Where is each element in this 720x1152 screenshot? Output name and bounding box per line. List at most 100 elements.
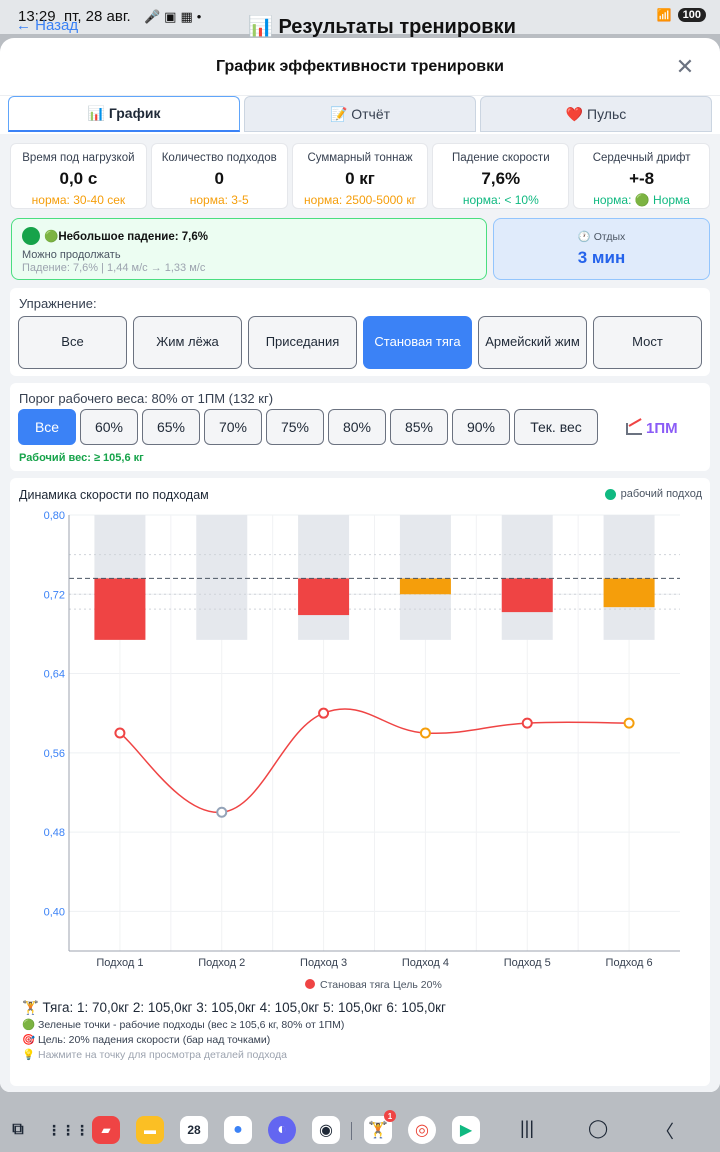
exercise-button-bench-press[interactable]: Жим лёжа [133,316,242,369]
threshold-button-current-weight[interactable]: Тек. вес [514,409,598,445]
modal-header: График эффективности тренировки ✕ [0,38,720,96]
play-store-icon[interactable]: ▶ [452,1116,480,1144]
note-hint: 💡 Нажмите на точку для просмотра деталей… [22,1049,287,1061]
bar-background [603,515,655,640]
stat-set-count: Количество подходов 0 норма: 3-5 [150,143,288,209]
drop-bar [94,578,146,640]
legend-target-label: Цель 20% [393,979,442,991]
back-link[interactable]: ← Назад [16,17,79,34]
y-tick-label: 0,40 [44,906,65,918]
background-page-title: 📊 Результаты тренировки [248,16,516,38]
chart-up-icon [626,422,642,435]
bar-background [196,515,248,640]
data-point [623,717,635,729]
camera-app-icon[interactable]: ◉ [312,1116,340,1144]
stats-row: Время под нагрузкой 0,0 с норма: 30-40 с… [10,143,710,209]
threshold-button-75[interactable]: 75% [266,409,324,445]
stat-label: Время под нагрузкой [22,152,135,164]
x-tick-label: Подход 5 [504,957,551,969]
messages-app-icon[interactable]: ● [224,1116,252,1144]
status-right: 📶 100 [657,8,706,22]
status-date: пт, 28 авг. [64,8,131,25]
browser-app-icon[interactable]: ◐ [268,1116,296,1144]
stat-speed-drop: Падение скорости 7,6% норма: < 10% [432,143,570,209]
threshold-button-all[interactable]: Все [18,409,76,445]
exercise-button-squats[interactable]: Приседания [248,316,357,369]
x-tick-label: Подход 3 [300,957,347,969]
stat-norm: норма: 2500-5000 кг [304,193,416,207]
chart-notes: 🏋️ Тяга: 1: 70,0кг 2: 105,0кг 3: 105,0кг… [22,1000,446,1061]
set-weights: 🏋️ Тяга: 1: 70,0кг 2: 105,0кг 3: 105,0кг… [22,1000,446,1015]
threshold-panel: Порог рабочего веса: 80% от 1ПМ (132 кг)… [10,383,710,471]
efficiency-modal: График эффективности тренировки ✕ 📊 Граф… [0,38,720,1092]
threshold-buttons: Все 60% 65% 70% 75% 80% 85% 90% Тек. вес [18,409,598,445]
rest-value: 3 мин [577,248,626,267]
exercise-buttons: Все Жим лёжа Приседания Становая тяга Ар… [18,316,702,369]
threshold-button-90[interactable]: 90% [452,409,510,445]
taskbar-divider [351,1122,352,1140]
stat-label: Падение скорости [451,152,550,164]
rest-label: 🕐 Отдых [577,231,626,243]
drop-bar [298,578,350,616]
alert-title-text: 🟢Небольшое падение: 7,6% [44,231,208,243]
data-point [114,727,126,739]
threshold-button-80[interactable]: 80% [328,409,386,445]
stat-label: Сердечный дрифт [592,152,691,164]
chart-tab-content: Время под нагрузкой 0,0 с норма: 30-40 с… [0,134,720,1092]
app-drawer-icon[interactable]: ⋮⋮⋮ [47,1121,89,1138]
taskbar: ⧉ ⋮⋮⋮ ▰ ▬ 28 ● ◐ ◉ 🏋 1 ◎ ▶ ||| ◯ 〈 [0,1108,720,1152]
stat-value: 7,6% [481,169,521,188]
y-tick-label: 0,48 [44,827,65,839]
alert-detail: Падение: 7,6% | 1,44 м/с → 1,33 м/с [22,262,206,274]
home-button[interactable]: ◯ [588,1118,609,1138]
stat-value: +-8 [629,169,655,188]
speed-chart-panel: Динамика скорости по подходам рабочий по… [10,478,710,1086]
recents-button[interactable]: ||| [520,1118,535,1138]
close-icon[interactable]: ✕ [675,54,695,79]
exercise-filter-panel: Упражнение: Все Жим лёжа Приседания Стан… [10,288,710,376]
exercise-button-bridge[interactable]: Мост [593,316,702,369]
bar-background [298,515,350,640]
stat-value: 0 кг [345,169,375,188]
data-point [419,727,431,739]
exercise-label: Упражнение: [19,296,97,311]
notification-badge: 1 [384,1110,396,1122]
stat-norm: норма: 30-40 сек [31,193,126,207]
threshold-button-60[interactable]: 60% [80,409,138,445]
files-app-icon[interactable]: ▬ [136,1116,164,1144]
legend-working-set-label: рабочий подход [620,488,702,500]
screenshot-icon[interactable]: ⧉ [12,1121,24,1138]
exercise-button-military-press[interactable]: Армейский жим [478,316,587,369]
one-rm-button[interactable]: 1ПМ [626,420,678,437]
tab-chart[interactable]: 📊 График [8,96,240,132]
calendar-app-icon[interactable]: 28 [180,1116,208,1144]
legend-deadlift-label: Становая тяга [320,979,390,991]
stat-norm: норма: < 10% [462,193,539,207]
chart-title: Динамика скорости по подходам [19,488,209,502]
bar-background [501,515,553,640]
one-rm-label: 1ПМ [646,420,678,437]
tab-pulse[interactable]: ❤️ Пульс [480,96,712,132]
data-point [216,806,228,818]
flip-app-icon[interactable]: ▰ [92,1116,120,1144]
rest-timer: 🕐 Отдых 3 мин [493,218,710,280]
threshold-button-85[interactable]: 85% [390,409,448,445]
stat-total-tonnage: Суммарный тоннаж 0 кг норма: 2500-5000 к… [291,143,429,209]
wifi-icon: 📶 [656,8,672,22]
stat-time-under-load: Время под нагрузкой 0,0 с норма: 30-40 с… [10,143,147,209]
back-button[interactable]: 〈 [656,1122,674,1142]
y-tick-label: 0,56 [44,748,65,760]
exercise-button-all[interactable]: Все [18,316,127,369]
stat-norm: норма: 3-5 [189,193,249,207]
chrome-app-icon[interactable]: ◎ [408,1116,436,1144]
modal-title: График эффективности тренировки [216,58,504,75]
tab-report[interactable]: 📝 Отчёт [244,96,476,132]
threshold-button-65[interactable]: 65% [142,409,200,445]
exercise-button-deadlift[interactable]: Становая тяга [363,316,472,369]
threshold-label: Порог рабочего веса: 80% от 1ПМ (132 кг) [19,391,274,406]
tab-bar: 📊 График 📝 Отчёт ❤️ Пульс [8,96,712,132]
status-bar: 13:29 пт, 28 авг. 🎤▣▦• 📶 100 ← Назад 📊 Р… [0,0,720,38]
speed-chart: 0,80 0,72 0,64 0,56 0,48 0,40 Подход 1 Подход 2… [44,510,680,991]
threshold-button-70[interactable]: 70% [204,409,262,445]
speed-drop-alert: 🟢Небольшое падение: 7,6% Можно продолжат… [11,218,487,280]
